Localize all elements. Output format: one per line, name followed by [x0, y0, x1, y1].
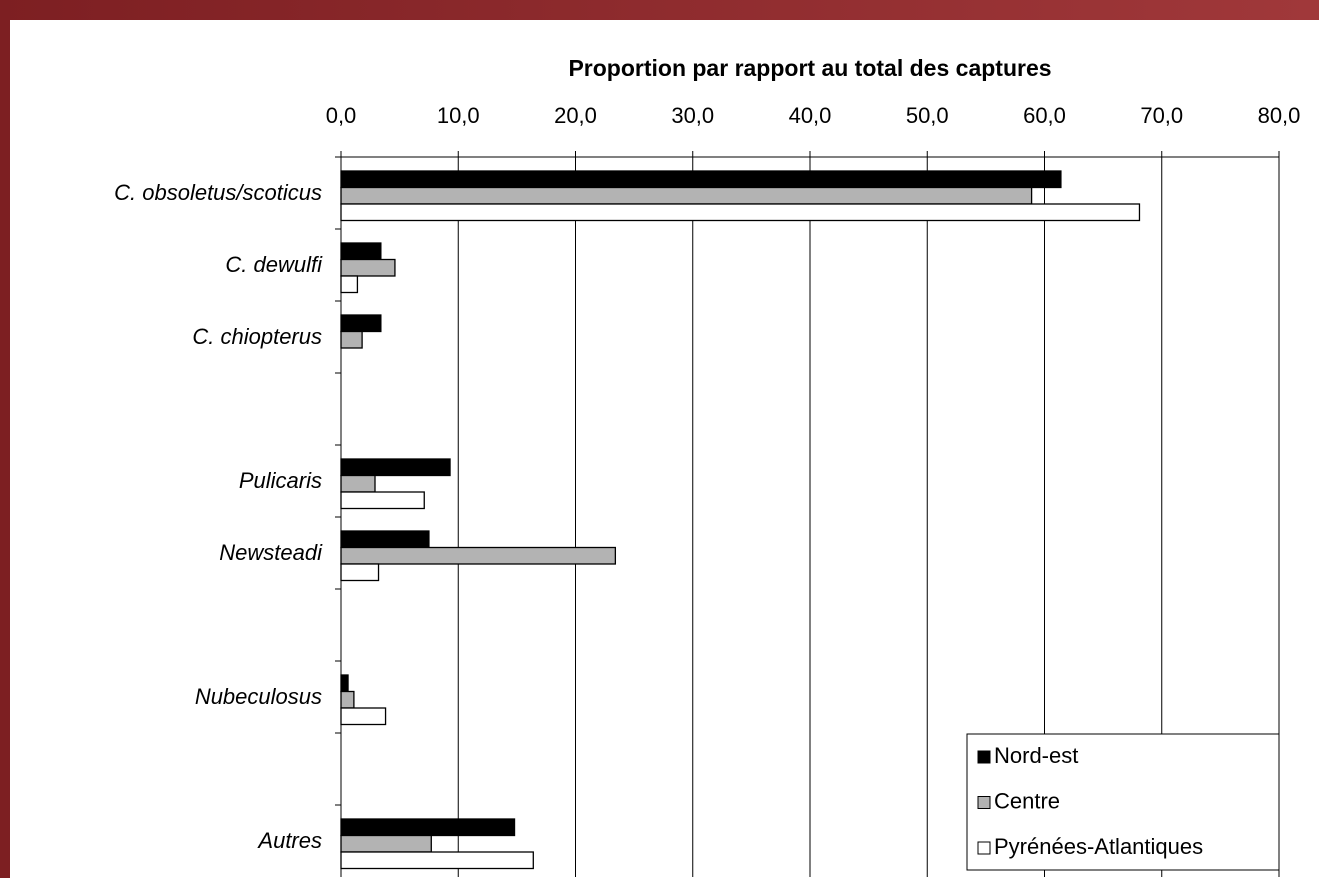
legend-label: Pyrénées-Atlantiques [994, 834, 1203, 859]
legend-swatch [977, 841, 991, 855]
y-tick-label: Pulicaris [239, 468, 322, 493]
x-tick-label: 30,0 [671, 103, 714, 128]
legend-label: Nord-est [994, 743, 1078, 768]
bar [340, 818, 516, 837]
bar [340, 674, 349, 693]
y-tick-label: C. dewulfi [225, 252, 323, 277]
bar [340, 851, 534, 870]
x-tick-label: 60,0 [1023, 103, 1066, 128]
bar [340, 530, 430, 549]
bar [340, 275, 359, 294]
x-tick-label: 50,0 [906, 103, 949, 128]
bar [340, 563, 380, 582]
legend-swatch [977, 750, 991, 764]
x-tick-label: 80,0 [1258, 103, 1301, 128]
bar [340, 834, 432, 853]
legend-swatch [977, 796, 991, 809]
bar [340, 458, 451, 477]
bar [340, 474, 376, 493]
bar [340, 491, 425, 510]
x-tick-label: 10,0 [437, 103, 480, 128]
bar [340, 258, 396, 277]
x-tick-label: 70,0 [1140, 103, 1183, 128]
y-tick-label: C. obsoletus/scoticus [114, 180, 322, 205]
y-tick-label: Nubeculosus [195, 684, 322, 709]
bar [340, 690, 355, 709]
x-tick-label: 0,0 [326, 103, 357, 128]
bar [340, 170, 1062, 189]
bar [340, 242, 382, 261]
legend-label: Centre [994, 788, 1060, 813]
x-tick-label: 20,0 [554, 103, 597, 128]
bar [340, 707, 387, 726]
legend-box [966, 733, 1280, 871]
chart-title: Proportion par rapport au total des capt… [568, 55, 1051, 81]
bar [340, 203, 1141, 222]
x-tick-label: 40,0 [789, 103, 832, 128]
bar [340, 546, 617, 565]
bar [340, 186, 1033, 205]
bar [340, 314, 382, 333]
y-tick-label: Newsteadi [219, 540, 323, 565]
y-tick-label: Autres [256, 828, 322, 853]
bar [340, 330, 363, 349]
y-tick-label: C. chiopterus [192, 324, 322, 349]
